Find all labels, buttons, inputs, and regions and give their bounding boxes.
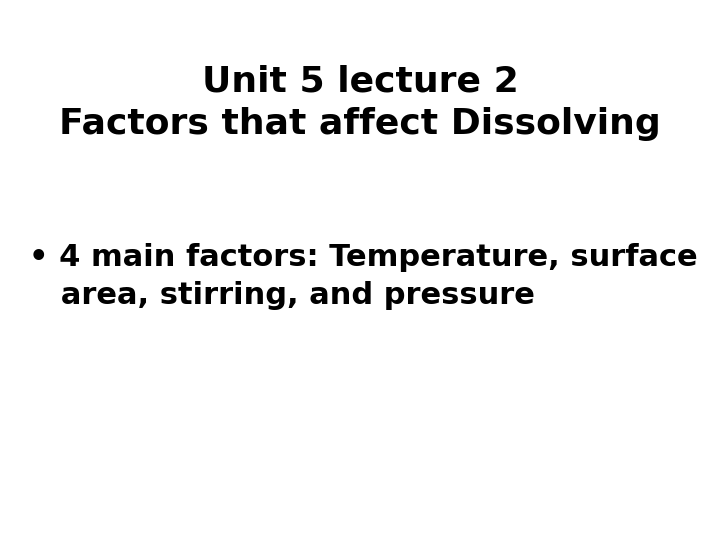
Text: Unit 5 lecture 2
Factors that affect Dissolving: Unit 5 lecture 2 Factors that affect Dis… xyxy=(59,65,661,141)
Text: • 4 main factors: Temperature, surface
   area, stirring, and pressure: • 4 main factors: Temperature, surface a… xyxy=(29,243,698,310)
